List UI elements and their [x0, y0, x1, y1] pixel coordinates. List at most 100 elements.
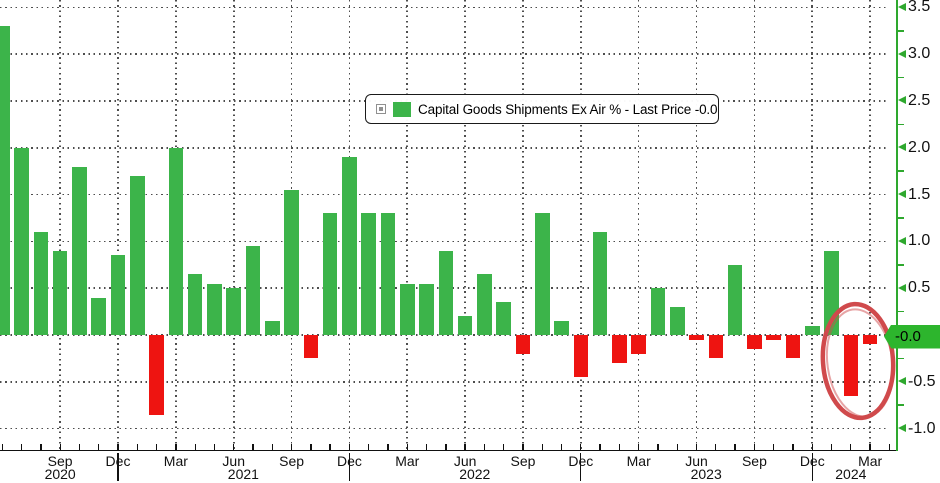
y-axis-tick-arrow-icon: [898, 377, 906, 386]
x-axis-quarter-label: Jun: [222, 452, 246, 469]
gridline-vertical: [406, 0, 409, 450]
x-axis-month-tick: [830, 444, 833, 451]
gridline-vertical: [869, 0, 871, 450]
y-axis-minor-tick: [898, 217, 904, 219]
bar-jul-2022: [477, 274, 492, 335]
y-axis-minor-tick: [898, 170, 904, 173]
x-axis-month-tick: [560, 444, 563, 451]
gridline-vertical: [59, 0, 61, 450]
legend[interactable]: Capital Goods Shipments Ex Air % - Last …: [365, 94, 719, 124]
y-axis-tick-arrow-icon: [898, 2, 906, 11]
y-axis-tick-label: 3.5: [908, 0, 931, 16]
x-axis-year-label: 2023: [690, 466, 722, 482]
bar-oct-2022: [535, 213, 550, 335]
x-axis-month-tick: [1, 444, 3, 451]
gridline-horizontal: [0, 334, 886, 336]
x-axis-month-tick: [271, 444, 273, 451]
x-axis-month-tick: [522, 444, 524, 451]
y-axis-minor-tick: [898, 310, 904, 313]
gridline-vertical: [637, 0, 640, 450]
y-axis-tick-arrow-icon: [898, 190, 906, 198]
y-axis-tick-arrow-icon: [898, 424, 906, 432]
gridline-horizontal: [0, 381, 886, 383]
bar-sep-2021: [284, 189, 299, 335]
bar-dec-2021: [342, 157, 357, 335]
x-axis-month-tick: [618, 444, 621, 451]
year-separator: [117, 453, 119, 481]
last-price-value: -0.0: [895, 328, 921, 345]
x-axis-quarter-label: Sep: [47, 452, 73, 469]
y-axis-tick-label: 2.0: [908, 138, 931, 156]
bar-oct-2023: [766, 335, 781, 340]
bar-may-2023: [670, 306, 685, 335]
highlight-ellipse-annotation: [820, 301, 896, 421]
bar-jun-2020: [0, 26, 10, 335]
bar-oct-2021: [303, 335, 319, 359]
x-axis-month-tick: [136, 444, 138, 451]
y-axis-tick-label: -1.0: [908, 419, 936, 437]
x-axis-month-tick: [657, 444, 659, 451]
y-axis-tick-arrow-icon: [898, 283, 906, 292]
bar-aug-2020: [33, 232, 49, 335]
bar-may-2022: [438, 250, 454, 335]
bar-dec-2023: [805, 325, 820, 335]
y-axis-tick-label: 2.5: [908, 92, 931, 109]
bar-oct-2020: [72, 166, 87, 335]
bar-feb-2021: [149, 335, 164, 415]
bar-sep-2023: [747, 335, 762, 350]
x-axis-month-tick: [638, 444, 640, 451]
x-axis-month-tick: [676, 444, 678, 451]
x-axis-quarter-label: Sep: [741, 452, 767, 469]
y-axis-tick-label: 1.0: [908, 232, 931, 250]
year-separator: [580, 453, 582, 481]
x-axis-month-tick: [425, 444, 428, 451]
bar-nov-2021: [322, 213, 338, 335]
gridline-horizontal: [0, 147, 886, 149]
gridline-vertical: [580, 0, 582, 450]
x-axis-month-tick: [445, 444, 447, 451]
year-separator: [348, 453, 351, 481]
x-axis-month-tick: [252, 444, 254, 451]
expand-icon[interactable]: [376, 104, 386, 114]
bar-jul-2021: [245, 246, 261, 335]
bar-aug-2021: [265, 320, 280, 335]
gridline-horizontal: [0, 427, 886, 430]
bar-nov-2023: [785, 335, 801, 359]
y-axis-tick-arrow-icon: [898, 96, 906, 105]
x-axis-month-tick: [811, 444, 813, 451]
bar-jun-2023: [689, 335, 704, 340]
x-axis-month-tick: [175, 444, 177, 451]
x-axis-month-tick: [869, 444, 871, 451]
x-axis-quarter-label: Mar: [858, 452, 883, 469]
gridline-vertical: [695, 0, 698, 450]
x-axis-quarter-label: Jun: [453, 452, 477, 469]
x-axis-quarter-label: Mar: [395, 452, 420, 469]
y-axis-tick-label: 1.5: [908, 185, 931, 203]
gridline-horizontal: [0, 6, 886, 9]
gridline-vertical: [117, 0, 119, 450]
x-axis-month-tick: [773, 444, 775, 451]
x-axis-year-label: 2022: [459, 466, 491, 482]
x-axis-line: [0, 450, 898, 452]
bar-dec-2020: [110, 255, 126, 335]
gridline-vertical: [464, 0, 466, 450]
bar-aug-2023: [727, 264, 743, 335]
x-axis-year-label: 2020: [44, 466, 76, 482]
x-axis-month-tick: [483, 444, 486, 451]
x-axis-month-tick: [98, 444, 100, 451]
bar-sep-2020: [52, 250, 68, 335]
x-axis-month-tick: [117, 444, 119, 451]
bar-nov-2022: [554, 320, 569, 335]
x-axis-month-tick: [40, 444, 42, 451]
x-axis-month-tick: [387, 444, 389, 451]
x-axis-month-tick: [368, 444, 370, 451]
plot-area: [0, 0, 896, 450]
legend-label: Capital Goods Shipments Ex Air % - Last …: [418, 101, 718, 117]
x-axis-month-tick: [715, 444, 717, 451]
x-axis-month-tick: [541, 444, 543, 451]
x-axis-quarter-label: Mar: [163, 452, 188, 469]
bar-feb-2023: [612, 335, 627, 364]
bar-jul-2020: [14, 147, 29, 335]
bar-jun-2021: [226, 288, 241, 335]
